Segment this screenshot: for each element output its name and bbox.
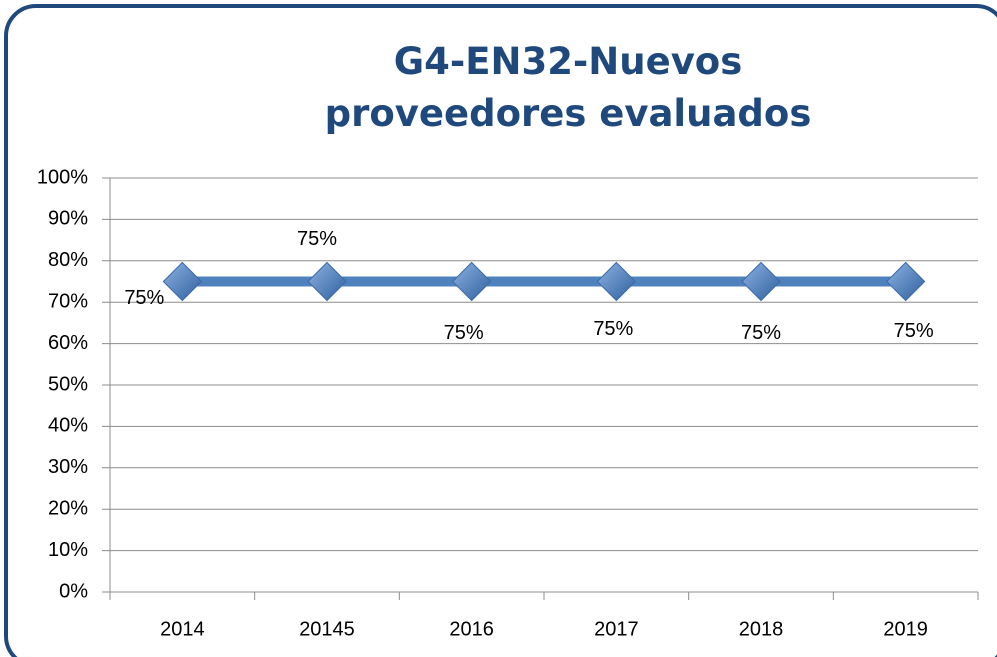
x-tick-label: 2018 bbox=[739, 618, 784, 640]
x-tick-label: 2017 bbox=[594, 618, 639, 640]
marker bbox=[451, 261, 492, 302]
x-tick-label: 2016 bbox=[449, 618, 494, 640]
marker bbox=[596, 261, 637, 302]
data-label: 75% bbox=[741, 322, 781, 344]
y-tick-label: 90% bbox=[48, 208, 88, 230]
y-tick-label: 100% bbox=[37, 166, 88, 188]
y-tick-label: 80% bbox=[48, 249, 88, 271]
y-tick-label: 10% bbox=[48, 539, 88, 561]
y-tick-label: 40% bbox=[48, 415, 88, 437]
data-label: 75% bbox=[124, 287, 164, 309]
y-tick-label: 70% bbox=[48, 290, 88, 312]
y-tick-label: 30% bbox=[48, 456, 88, 478]
x-tick-label: 2019 bbox=[883, 618, 928, 640]
marker bbox=[741, 261, 781, 302]
x-tick-label: 20145 bbox=[299, 618, 355, 640]
chart-border bbox=[4, 4, 997, 657]
data-label: 75% bbox=[593, 318, 633, 340]
data-label: 75% bbox=[444, 322, 484, 344]
data-label: 75% bbox=[297, 228, 337, 250]
y-tick-label: 0% bbox=[59, 580, 88, 602]
chart-title: G4-EN32-Nuevos proveedores evaluados bbox=[324, 40, 812, 135]
y-tick-label: 20% bbox=[48, 497, 88, 519]
x-tick-label: 2014 bbox=[160, 618, 205, 640]
y-tick-label: 60% bbox=[48, 332, 88, 354]
data-label: 75% bbox=[894, 320, 934, 342]
marker bbox=[885, 261, 926, 302]
y-tick-label: 50% bbox=[48, 373, 88, 395]
marker bbox=[162, 261, 203, 302]
marker bbox=[307, 261, 347, 302]
